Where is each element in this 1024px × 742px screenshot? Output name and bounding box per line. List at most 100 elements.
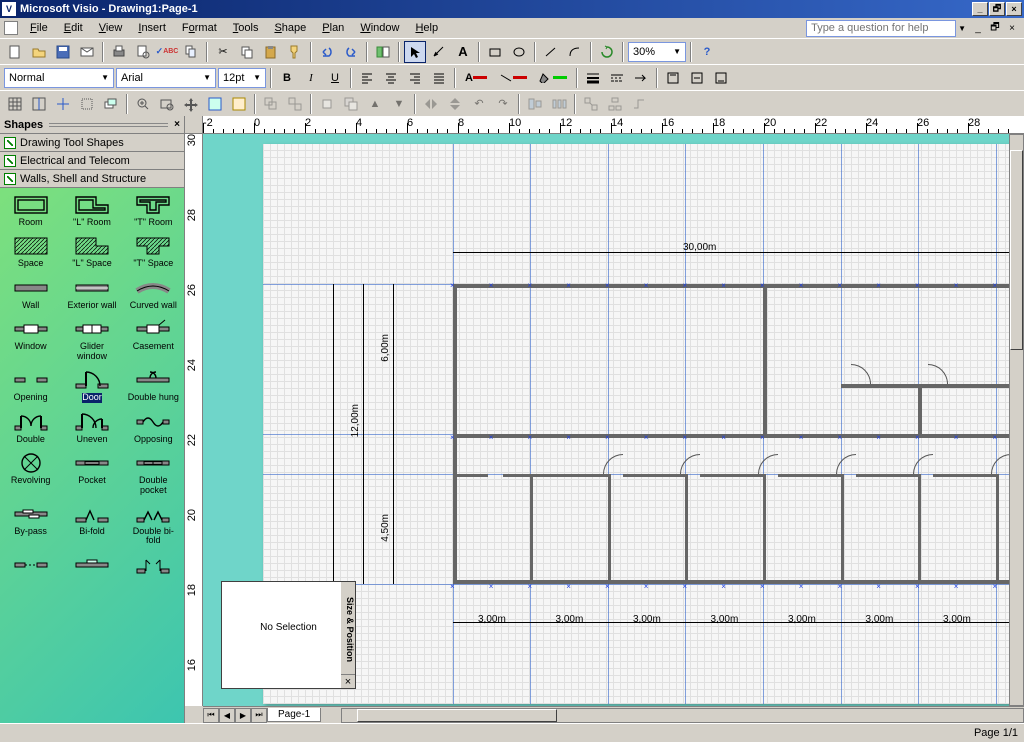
send-backward-button[interactable]: ▼ (388, 93, 410, 115)
zoom-window-button[interactable] (156, 93, 178, 115)
justify-button[interactable] (428, 67, 450, 89)
shape-master[interactable]: Bi-fold (61, 503, 122, 546)
shape-master[interactable]: Double (0, 411, 61, 444)
doc-restore-button[interactable]: 🗗 (987, 21, 1003, 35)
drawing-scroll-area[interactable]: 30,00m 12,00m 6,00m 4,50m 3,00m3,00m3,00… (203, 134, 1024, 706)
menu-shape[interactable]: Shape (266, 20, 314, 36)
flip-h-button[interactable] (420, 93, 442, 115)
rotate-button[interactable] (596, 41, 618, 63)
text-tool-button[interactable]: A (452, 41, 474, 63)
doc-close-button[interactable]: × (1004, 21, 1020, 35)
size-position-window[interactable]: Size & Position No Selection × (221, 581, 356, 689)
layout-shapes-button[interactable] (604, 93, 626, 115)
shape-master[interactable]: "T" Space (123, 235, 184, 268)
shape-master[interactable]: "L" Room (61, 194, 122, 227)
pointer-tool-button[interactable] (404, 41, 426, 63)
size-position-close-button[interactable]: × (341, 674, 355, 688)
bold-button[interactable]: B (276, 67, 298, 89)
line-pattern-button[interactable] (606, 67, 628, 89)
align-top-button[interactable] (662, 67, 684, 89)
menu-window[interactable]: Window (352, 20, 407, 36)
print-button[interactable] (108, 41, 130, 63)
guides-button[interactable] (28, 93, 50, 115)
pan-button[interactable] (180, 93, 202, 115)
arc-tool-button[interactable] (564, 41, 586, 63)
scrollbar-thumb[interactable] (357, 709, 557, 722)
size-position-title[interactable]: Size & Position (341, 582, 355, 674)
shape-master[interactable]: Casement (123, 318, 184, 361)
connectors-button[interactable] (52, 93, 74, 115)
rotate-right-button[interactable]: ↷ (492, 93, 514, 115)
menu-edit[interactable]: Edit (56, 20, 91, 36)
shape-master[interactable]: "T" Room (123, 194, 184, 227)
rotate-left-button[interactable]: ↶ (468, 93, 490, 115)
format-painter-button[interactable] (284, 41, 306, 63)
paste-button[interactable] (260, 41, 282, 63)
doc-minimize-button[interactable]: _ (970, 21, 986, 35)
drawing-explorer-button[interactable] (228, 93, 250, 115)
ungroup-button[interactable] (284, 93, 306, 115)
shape-master[interactable]: Double pocket (123, 452, 184, 495)
shape-master[interactable]: Room (0, 194, 61, 227)
align-bottom-button[interactable] (710, 67, 732, 89)
tab-nav-next[interactable]: ▶ (235, 708, 251, 723)
menu-format[interactable]: Format (174, 20, 225, 36)
help-button[interactable]: ? (696, 41, 718, 63)
menu-help[interactable]: Help (407, 20, 446, 36)
fontsize-select[interactable]: 12pt▼ (218, 68, 266, 88)
shapes-window-button[interactable] (372, 41, 394, 63)
connect-shapes-button[interactable] (580, 93, 602, 115)
underline-button[interactable]: U (324, 67, 346, 89)
send-back-button[interactable] (340, 93, 362, 115)
align-shapes-button[interactable] (524, 93, 546, 115)
shape-master[interactable]: Door (61, 369, 122, 402)
spellcheck-button[interactable]: ✓ABC (156, 41, 178, 63)
shape-master[interactable]: Uneven (61, 411, 122, 444)
shapes-close-button[interactable]: × (174, 119, 180, 130)
shape-master[interactable]: Opening (0, 369, 61, 402)
shape-master[interactable]: Glider window (61, 318, 122, 361)
distribute-button[interactable] (548, 93, 570, 115)
zoom-in-button[interactable] (132, 93, 154, 115)
scrollbar-thumb[interactable] (1010, 150, 1023, 350)
redo-button[interactable] (340, 41, 362, 63)
cut-button[interactable]: ✂ (212, 41, 234, 63)
menu-plan[interactable]: Plan (314, 20, 352, 36)
fill-color-button[interactable] (534, 67, 572, 89)
reroute-button[interactable] (628, 93, 650, 115)
drawing-page[interactable]: 30,00m 12,00m 6,00m 4,50m 3,00m3,00m3,00… (263, 144, 1024, 704)
layers-button[interactable] (100, 93, 122, 115)
align-middle-button[interactable] (686, 67, 708, 89)
menu-file[interactable]: File (22, 20, 56, 36)
font-color-button[interactable]: A (460, 67, 492, 89)
research-button[interactable] (180, 41, 202, 63)
menu-insert[interactable]: Insert (130, 20, 174, 36)
shape-master[interactable]: Double hung (123, 369, 184, 402)
group-button[interactable] (260, 93, 282, 115)
page-tab[interactable]: Page-1 (267, 708, 321, 722)
help-search-input[interactable] (806, 20, 956, 37)
align-left-button[interactable] (356, 67, 378, 89)
stencil-tab-electrical[interactable]: Electrical and Telecom (0, 152, 184, 170)
flip-v-button[interactable] (444, 93, 466, 115)
style-select[interactable]: Normal▼ (4, 68, 114, 88)
font-select[interactable]: Arial▼ (116, 68, 216, 88)
menu-tools[interactable]: Tools (225, 20, 267, 36)
shape-master[interactable]: Double bi-fold (123, 503, 184, 546)
shape-master[interactable]: Revolving (0, 452, 61, 495)
shape-master[interactable]: By-pass (0, 503, 61, 546)
copy-button[interactable] (236, 41, 258, 63)
open-button[interactable] (28, 41, 50, 63)
line-weight-button[interactable] (582, 67, 604, 89)
ruler-horizontal[interactable]: -20246810121416182022242628 (203, 116, 1024, 134)
line-tool-button[interactable] (540, 41, 562, 63)
shape-master[interactable]: "L" Space (61, 235, 122, 268)
shape-master[interactable]: Pocket (61, 452, 122, 495)
tab-nav-first[interactable]: ⏮ (203, 708, 219, 723)
line-ends-button[interactable] (630, 67, 652, 89)
tab-nav-prev[interactable]: ◀ (219, 708, 235, 723)
close-button[interactable]: × (1006, 2, 1022, 16)
vertical-scrollbar[interactable] (1009, 134, 1024, 706)
align-right-button[interactable] (404, 67, 426, 89)
undo-button[interactable] (316, 41, 338, 63)
